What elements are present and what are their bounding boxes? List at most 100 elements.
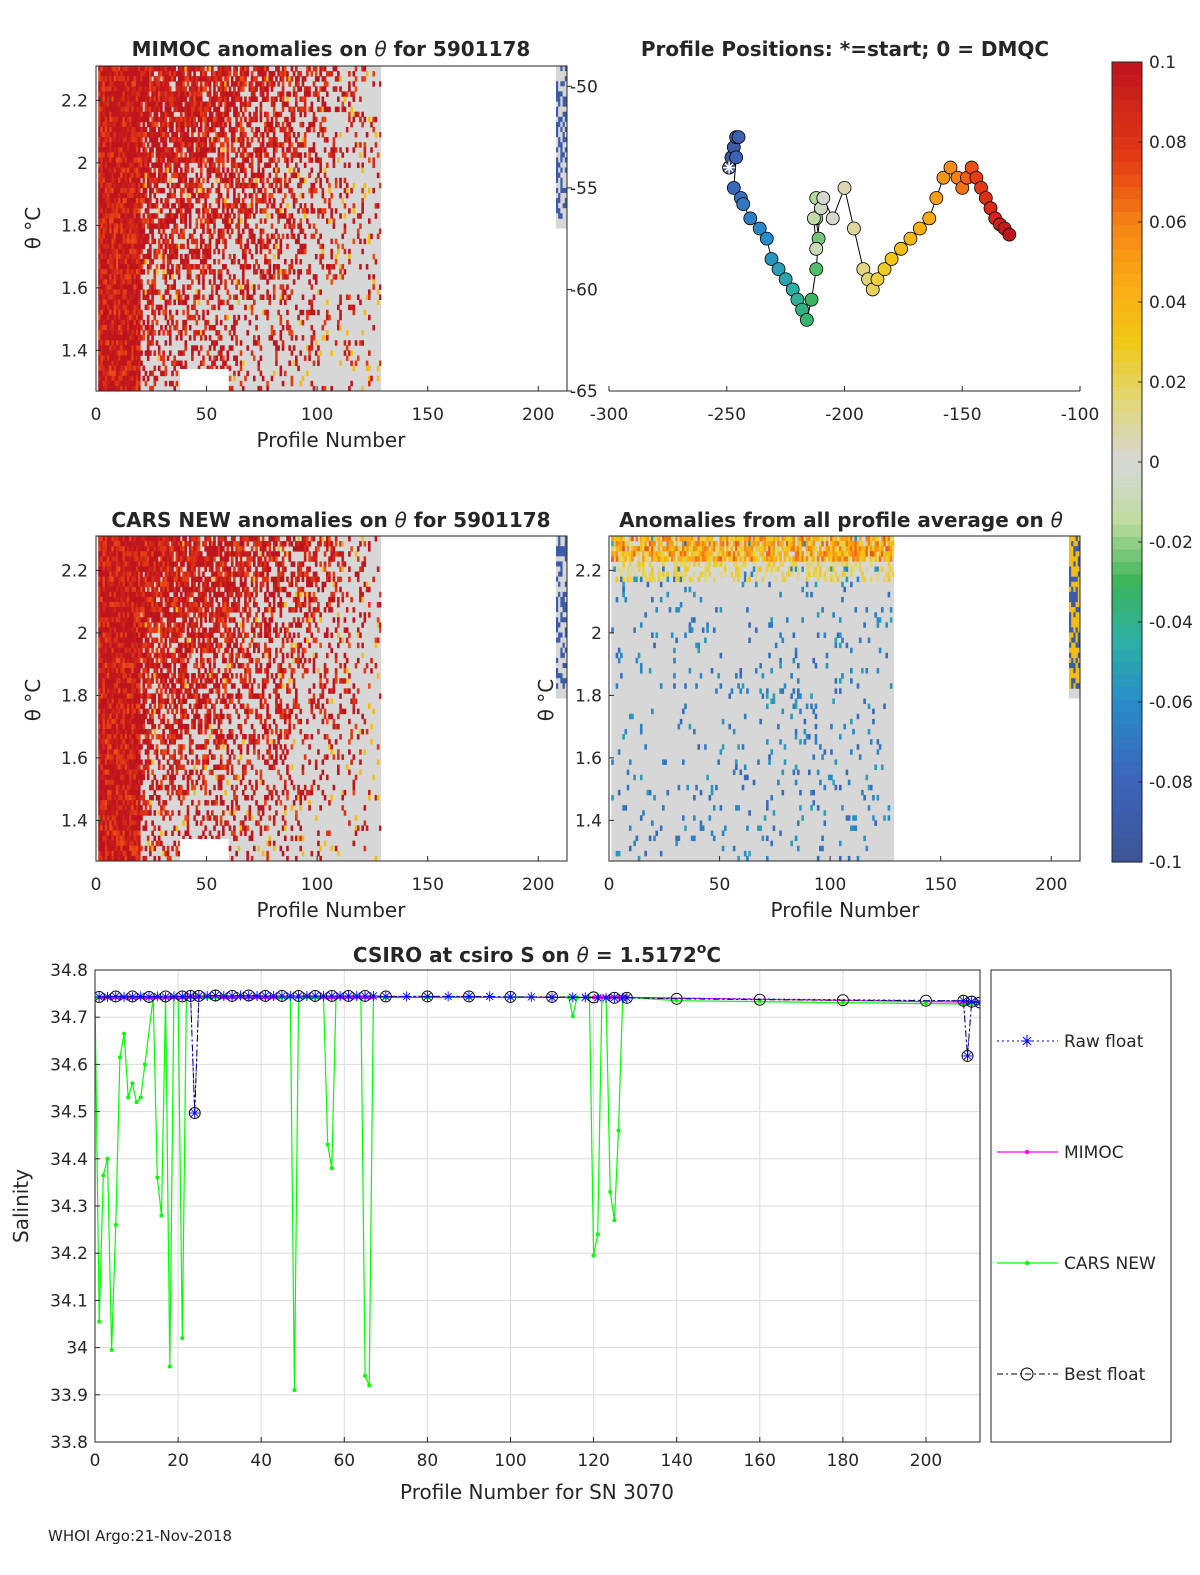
heatmap-cell bbox=[314, 91, 318, 97]
heatmap-cell bbox=[208, 81, 212, 87]
heatmap-cell bbox=[290, 289, 294, 295]
heatmap-cell bbox=[206, 319, 210, 326]
heatmap-cell bbox=[208, 264, 212, 270]
heatmap-cell bbox=[361, 66, 364, 72]
heatmap-cell bbox=[131, 96, 134, 102]
heatmap-cell bbox=[98, 314, 101, 321]
heatmap-cell bbox=[334, 106, 338, 113]
heatmap-cell bbox=[233, 172, 236, 179]
heatmap-cell bbox=[173, 279, 177, 285]
heatmap-cell bbox=[111, 258, 115, 265]
heatmap-cell bbox=[100, 330, 104, 336]
heatmap-cell bbox=[131, 335, 134, 341]
heatmap-cell bbox=[210, 76, 214, 82]
heatmap-cell bbox=[120, 106, 123, 113]
heatmap-cell bbox=[303, 132, 307, 138]
heatmap-cell bbox=[208, 203, 212, 209]
heatmap-cell bbox=[131, 299, 134, 306]
heatmap-cell bbox=[210, 289, 214, 295]
heatmap-cell bbox=[109, 662, 112, 669]
heatmap-cell bbox=[193, 157, 196, 163]
heatmap-cell bbox=[98, 253, 101, 260]
heatmap-cell bbox=[562, 192, 566, 199]
heatmap-cell bbox=[277, 309, 280, 316]
heatmap-cell bbox=[122, 208, 126, 214]
heatmap-cell bbox=[206, 228, 210, 234]
heatmap-cell bbox=[299, 203, 303, 209]
heatmap-cell bbox=[288, 264, 291, 270]
heatmap-cell bbox=[286, 324, 289, 331]
heatmap-cell bbox=[153, 284, 157, 290]
heatmap-cell bbox=[208, 86, 212, 92]
heatmap-cell bbox=[122, 152, 126, 158]
heatmap-cell bbox=[168, 177, 172, 184]
heatmap-cell bbox=[297, 142, 300, 148]
heatmap-cell bbox=[299, 218, 303, 224]
heatmap-cell bbox=[107, 581, 110, 588]
heatmap-cell bbox=[133, 116, 137, 123]
heatmap-cell bbox=[186, 66, 190, 72]
heatmap-cell bbox=[126, 294, 130, 300]
heatmap-cell bbox=[102, 228, 106, 234]
heatmap-cell bbox=[188, 86, 192, 92]
heatmap-cell bbox=[195, 238, 199, 245]
heatmap-cell bbox=[173, 223, 177, 229]
heatmap-cell bbox=[339, 299, 342, 306]
heatmap-cell bbox=[126, 233, 130, 240]
heatmap-cell bbox=[222, 228, 225, 234]
heatmap-cell bbox=[199, 126, 203, 133]
heatmap-cell bbox=[246, 66, 249, 72]
heatmap-cell bbox=[133, 289, 137, 295]
heatmap-cell bbox=[107, 248, 110, 255]
heatmap-cell bbox=[115, 713, 119, 720]
heatmap-cell bbox=[100, 571, 104, 578]
heatmap-cell bbox=[160, 294, 163, 300]
heatmap-cell bbox=[144, 71, 148, 77]
heatmap-cell bbox=[133, 121, 137, 128]
heatmap-cell bbox=[288, 167, 291, 174]
heatmap-cell bbox=[109, 698, 112, 704]
heatmap-cell bbox=[115, 774, 119, 781]
heatmap-cell bbox=[248, 304, 252, 311]
heatmap-cell bbox=[100, 810, 104, 816]
heatmap-cell bbox=[224, 314, 227, 321]
heatmap-cell bbox=[115, 299, 119, 306]
heatmap-cell bbox=[215, 96, 219, 102]
heatmap-cell bbox=[109, 769, 112, 776]
heatmap-cell bbox=[115, 126, 119, 133]
heatmap-cell bbox=[115, 335, 119, 341]
heatmap-cell bbox=[177, 243, 181, 250]
heatmap-cell bbox=[109, 596, 112, 603]
heatmap-cell bbox=[208, 248, 212, 255]
heatmap-cell bbox=[111, 111, 115, 118]
heatmap-cell bbox=[255, 152, 258, 158]
heatmap-cell bbox=[157, 355, 161, 361]
heatmap-cell bbox=[98, 668, 101, 674]
heatmap-cell bbox=[164, 274, 168, 280]
heatmap-cell bbox=[228, 304, 232, 311]
heatmap-cell bbox=[241, 187, 245, 194]
heatmap-cell bbox=[297, 152, 300, 158]
heatmap-cell bbox=[259, 142, 263, 148]
heatmap-cell bbox=[292, 360, 296, 367]
heatmap-cell bbox=[98, 718, 101, 725]
heatmap-cell bbox=[168, 167, 172, 174]
heatmap-cell bbox=[138, 314, 141, 321]
heatmap-cell bbox=[182, 299, 185, 306]
heatmap-cell bbox=[319, 350, 322, 356]
heatmap-cell bbox=[122, 264, 126, 270]
heatmap-cell bbox=[131, 126, 134, 133]
heatmap-cell bbox=[191, 126, 194, 133]
heatmap-cell bbox=[100, 840, 104, 847]
heatmap-cell bbox=[180, 121, 183, 128]
heatmap-cell bbox=[113, 759, 117, 765]
heatmap-cell bbox=[168, 350, 172, 356]
heatmap-cell bbox=[138, 157, 141, 163]
heatmap-cell bbox=[363, 309, 367, 316]
heatmap-cell bbox=[339, 314, 342, 321]
heatmap-cell bbox=[317, 172, 320, 179]
heatmap-cell bbox=[308, 309, 311, 316]
heatmap-cell bbox=[202, 264, 205, 270]
heatmap-cell bbox=[250, 152, 254, 158]
heatmap-cell bbox=[186, 71, 190, 77]
